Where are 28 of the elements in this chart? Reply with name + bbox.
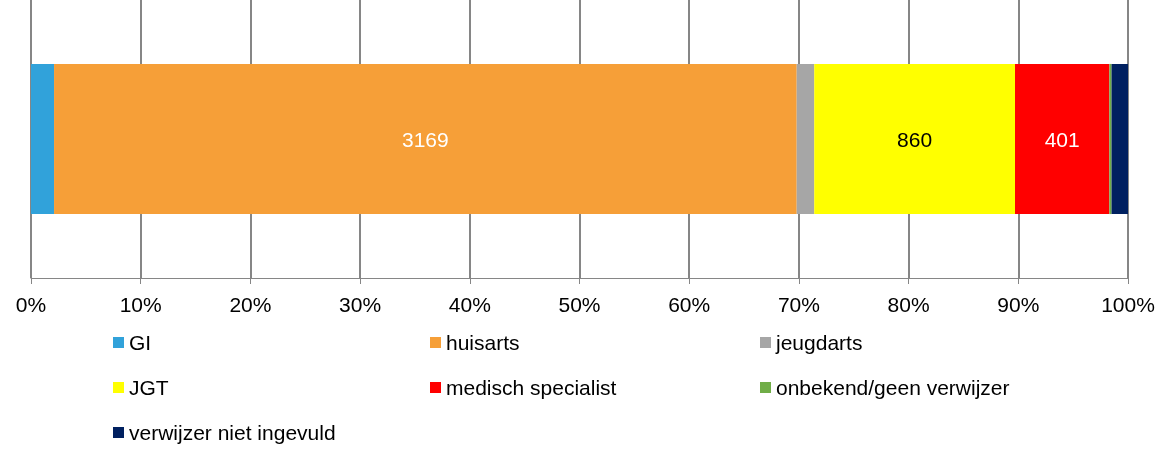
- bar: [1109, 63, 1112, 215]
- annotation: 860: [897, 127, 933, 151]
- x-tick-label: 80%: [887, 293, 930, 316]
- bar: [814, 63, 1016, 215]
- legend-label: verwijzer niet ingevuld: [129, 421, 336, 444]
- x-tick-label: 60%: [668, 293, 711, 316]
- x-tick-label: 70%: [777, 293, 820, 316]
- x-tick-label: 40%: [448, 293, 491, 316]
- x-tick-label: 10%: [119, 293, 162, 316]
- bar: [796, 63, 815, 215]
- legend-label: JGT: [129, 376, 169, 399]
- legend-label: medisch specialist: [446, 376, 617, 399]
- bar: [31, 63, 55, 215]
- bar: [1111, 63, 1128, 215]
- x-tick-label: 90%: [997, 293, 1040, 316]
- x-tick-label: 100%: [1101, 293, 1155, 316]
- x-tick-label: 20%: [229, 293, 272, 316]
- legend-label: GI: [129, 331, 152, 354]
- x-tick-label: 30%: [339, 293, 382, 316]
- legend-label: huisarts: [446, 331, 520, 354]
- annotation: 3169: [402, 127, 449, 151]
- bar: [54, 63, 797, 215]
- x-tick-label: 0%: [15, 293, 47, 316]
- x-tick-label: 50%: [558, 293, 601, 316]
- bar: [1015, 63, 1110, 215]
- annotation: 401: [1044, 127, 1080, 151]
- legend-label: jeugdarts: [775, 331, 863, 354]
- legend-label: onbekend/geen verwijzer: [776, 376, 1010, 399]
